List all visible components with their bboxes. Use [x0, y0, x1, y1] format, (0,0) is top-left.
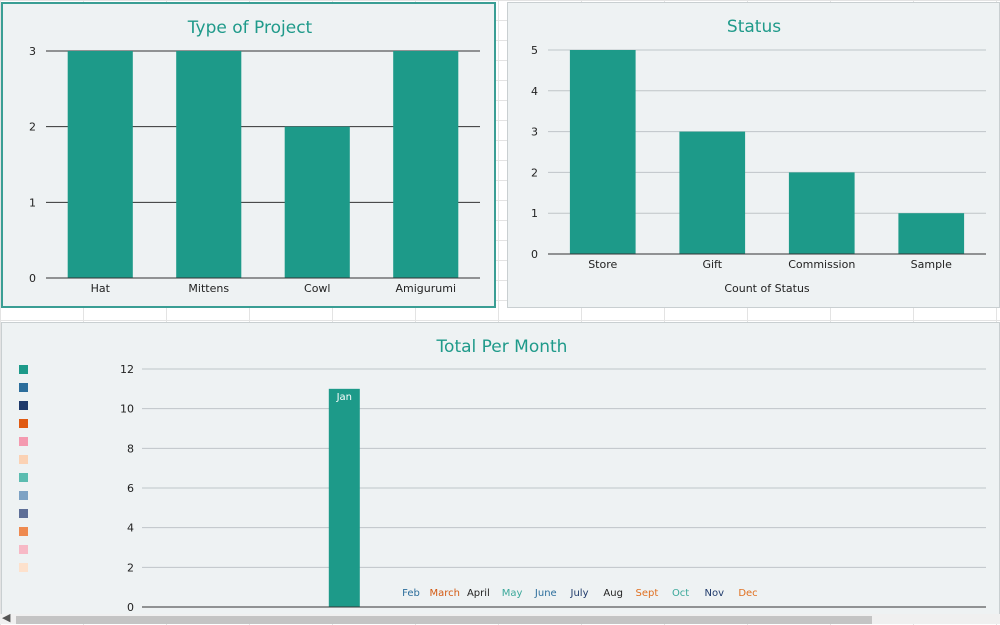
bar	[679, 131, 746, 254]
legend-swatch	[19, 365, 28, 374]
x-tick-label: Hat	[91, 282, 111, 295]
y-tick-label: 8	[127, 442, 134, 455]
legend-swatch	[19, 437, 28, 446]
legend-swatch	[19, 545, 28, 554]
y-tick-label: 4	[127, 522, 134, 535]
x-tick-label: Mittens	[188, 282, 229, 295]
y-tick-label: 0	[29, 272, 36, 285]
legend-swatch	[19, 491, 28, 500]
y-tick-label: 2	[127, 561, 134, 574]
data-label: March	[429, 588, 459, 599]
data-label: Dec	[738, 588, 757, 599]
legend-swatch	[19, 455, 28, 464]
type-of-project-chart[interactable]: Type of Project 0 1 2 3 Hat Mittens Cowl Amiguru…	[1, 2, 496, 308]
x-tick-label: Cowl	[304, 282, 330, 295]
data-label: Feb	[402, 588, 420, 599]
data-label: Oct	[672, 588, 689, 599]
chart-title: Type of Project	[187, 18, 313, 38]
data-label: May	[502, 588, 523, 599]
x-tick-label: Store	[588, 258, 617, 271]
legend-swatch	[19, 509, 28, 518]
chart-title: Status	[727, 17, 781, 37]
bar	[393, 51, 459, 278]
x-tick-label: Commission	[788, 258, 855, 271]
scroll-left-icon[interactable]: ◀	[2, 611, 11, 624]
x-tick-label: Amigurumi	[395, 282, 456, 295]
bar	[898, 213, 965, 254]
data-label: April	[467, 588, 490, 599]
status-chart[interactable]: Status 0 1 2 3 4 5 Store Gift Commission Sample Cou…	[507, 2, 1000, 308]
chart-title: Total Per Month	[436, 337, 568, 357]
y-tick-label: 3	[29, 45, 36, 58]
legend-swatch	[19, 383, 28, 392]
legend-swatch	[19, 563, 28, 572]
y-tick-label: 2	[531, 166, 538, 179]
bar	[328, 388, 360, 607]
bar	[569, 50, 636, 254]
x-axis-title: Count of Status	[724, 282, 810, 295]
y-tick-label: 1	[29, 196, 36, 209]
x-tick-label: Sample	[911, 258, 952, 271]
total-per-month-chart[interactable]: Total Per Month 0 2 4 6 8 10 12 Jan Feb March April…	[1, 322, 1000, 624]
bar	[176, 51, 242, 278]
y-tick-label: 3	[531, 126, 538, 139]
data-label: Nov	[705, 588, 725, 599]
total-per-month-svg: Total Per Month 0 2 4 6 8 10 12 Jan Feb March April…	[19, 337, 986, 614]
data-label: Sept	[636, 588, 659, 599]
y-tick-label: 4	[531, 85, 538, 98]
bar	[67, 51, 133, 278]
bar	[284, 126, 350, 279]
legend-swatch	[19, 401, 28, 410]
data-label: Jan	[336, 392, 352, 403]
status-svg: Status 0 1 2 3 4 5 Store Gift Commission Sample Cou…	[531, 17, 986, 295]
data-label: Aug	[603, 588, 623, 599]
x-tick-label: Gift	[702, 258, 722, 271]
y-tick-label: 1	[531, 207, 538, 220]
data-label: July	[570, 588, 589, 599]
y-tick-label: 5	[531, 44, 538, 57]
y-tick-label: 10	[120, 403, 134, 416]
y-tick-label: 6	[127, 482, 134, 495]
legend-swatch	[19, 419, 28, 428]
bar	[788, 172, 855, 254]
y-tick-label: 0	[127, 601, 134, 614]
data-label: June	[534, 588, 557, 599]
legend-swatch	[19, 527, 28, 536]
y-tick-label: 0	[531, 248, 538, 261]
type-of-project-svg: Type of Project 0 1 2 3 Hat Mittens Cowl Amiguru…	[29, 18, 480, 295]
scrollbar-thumb[interactable]	[16, 616, 872, 624]
legend-swatch	[19, 473, 28, 482]
y-tick-label: 2	[29, 121, 36, 134]
y-tick-label: 12	[120, 363, 134, 376]
